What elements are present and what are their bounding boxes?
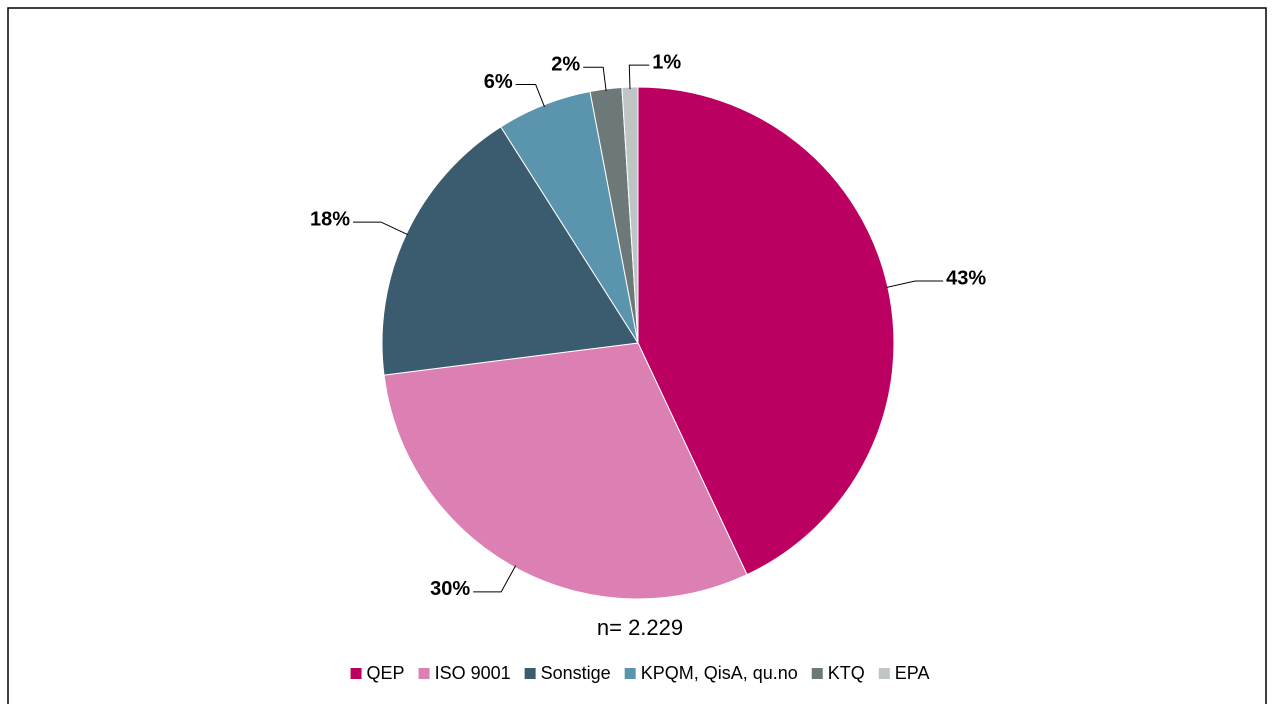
legend-label: Sonstige — [541, 663, 611, 683]
data-label: 30% — [430, 578, 470, 600]
leader-line — [473, 565, 517, 593]
legend-label: ISO 9001 — [435, 663, 511, 683]
legend-swatch — [418, 668, 430, 679]
legend-label: KPQM, QisA, qu.no — [641, 663, 798, 683]
leader-line — [628, 64, 650, 90]
leader-line — [515, 84, 545, 108]
legend-label: EPA — [895, 663, 930, 683]
data-label: 1% — [652, 51, 681, 73]
annotation: n= 2.229 — [597, 615, 683, 640]
legend-swatch — [811, 668, 823, 679]
data-label: 43% — [946, 267, 986, 289]
legend-swatch — [350, 668, 362, 679]
frame — [7, 7, 1267, 704]
data-label: 6% — [484, 71, 513, 93]
leader-line — [353, 221, 409, 236]
legend-label: QEP — [367, 663, 405, 683]
leader-line — [583, 66, 607, 92]
legend-swatch — [624, 668, 636, 679]
legend-swatch — [524, 668, 536, 679]
legend-label: KTQ — [828, 663, 865, 683]
leader-line — [885, 280, 944, 289]
legend-swatch — [878, 668, 890, 679]
data-label: 18% — [310, 208, 350, 230]
data-label: 2% — [551, 53, 580, 75]
